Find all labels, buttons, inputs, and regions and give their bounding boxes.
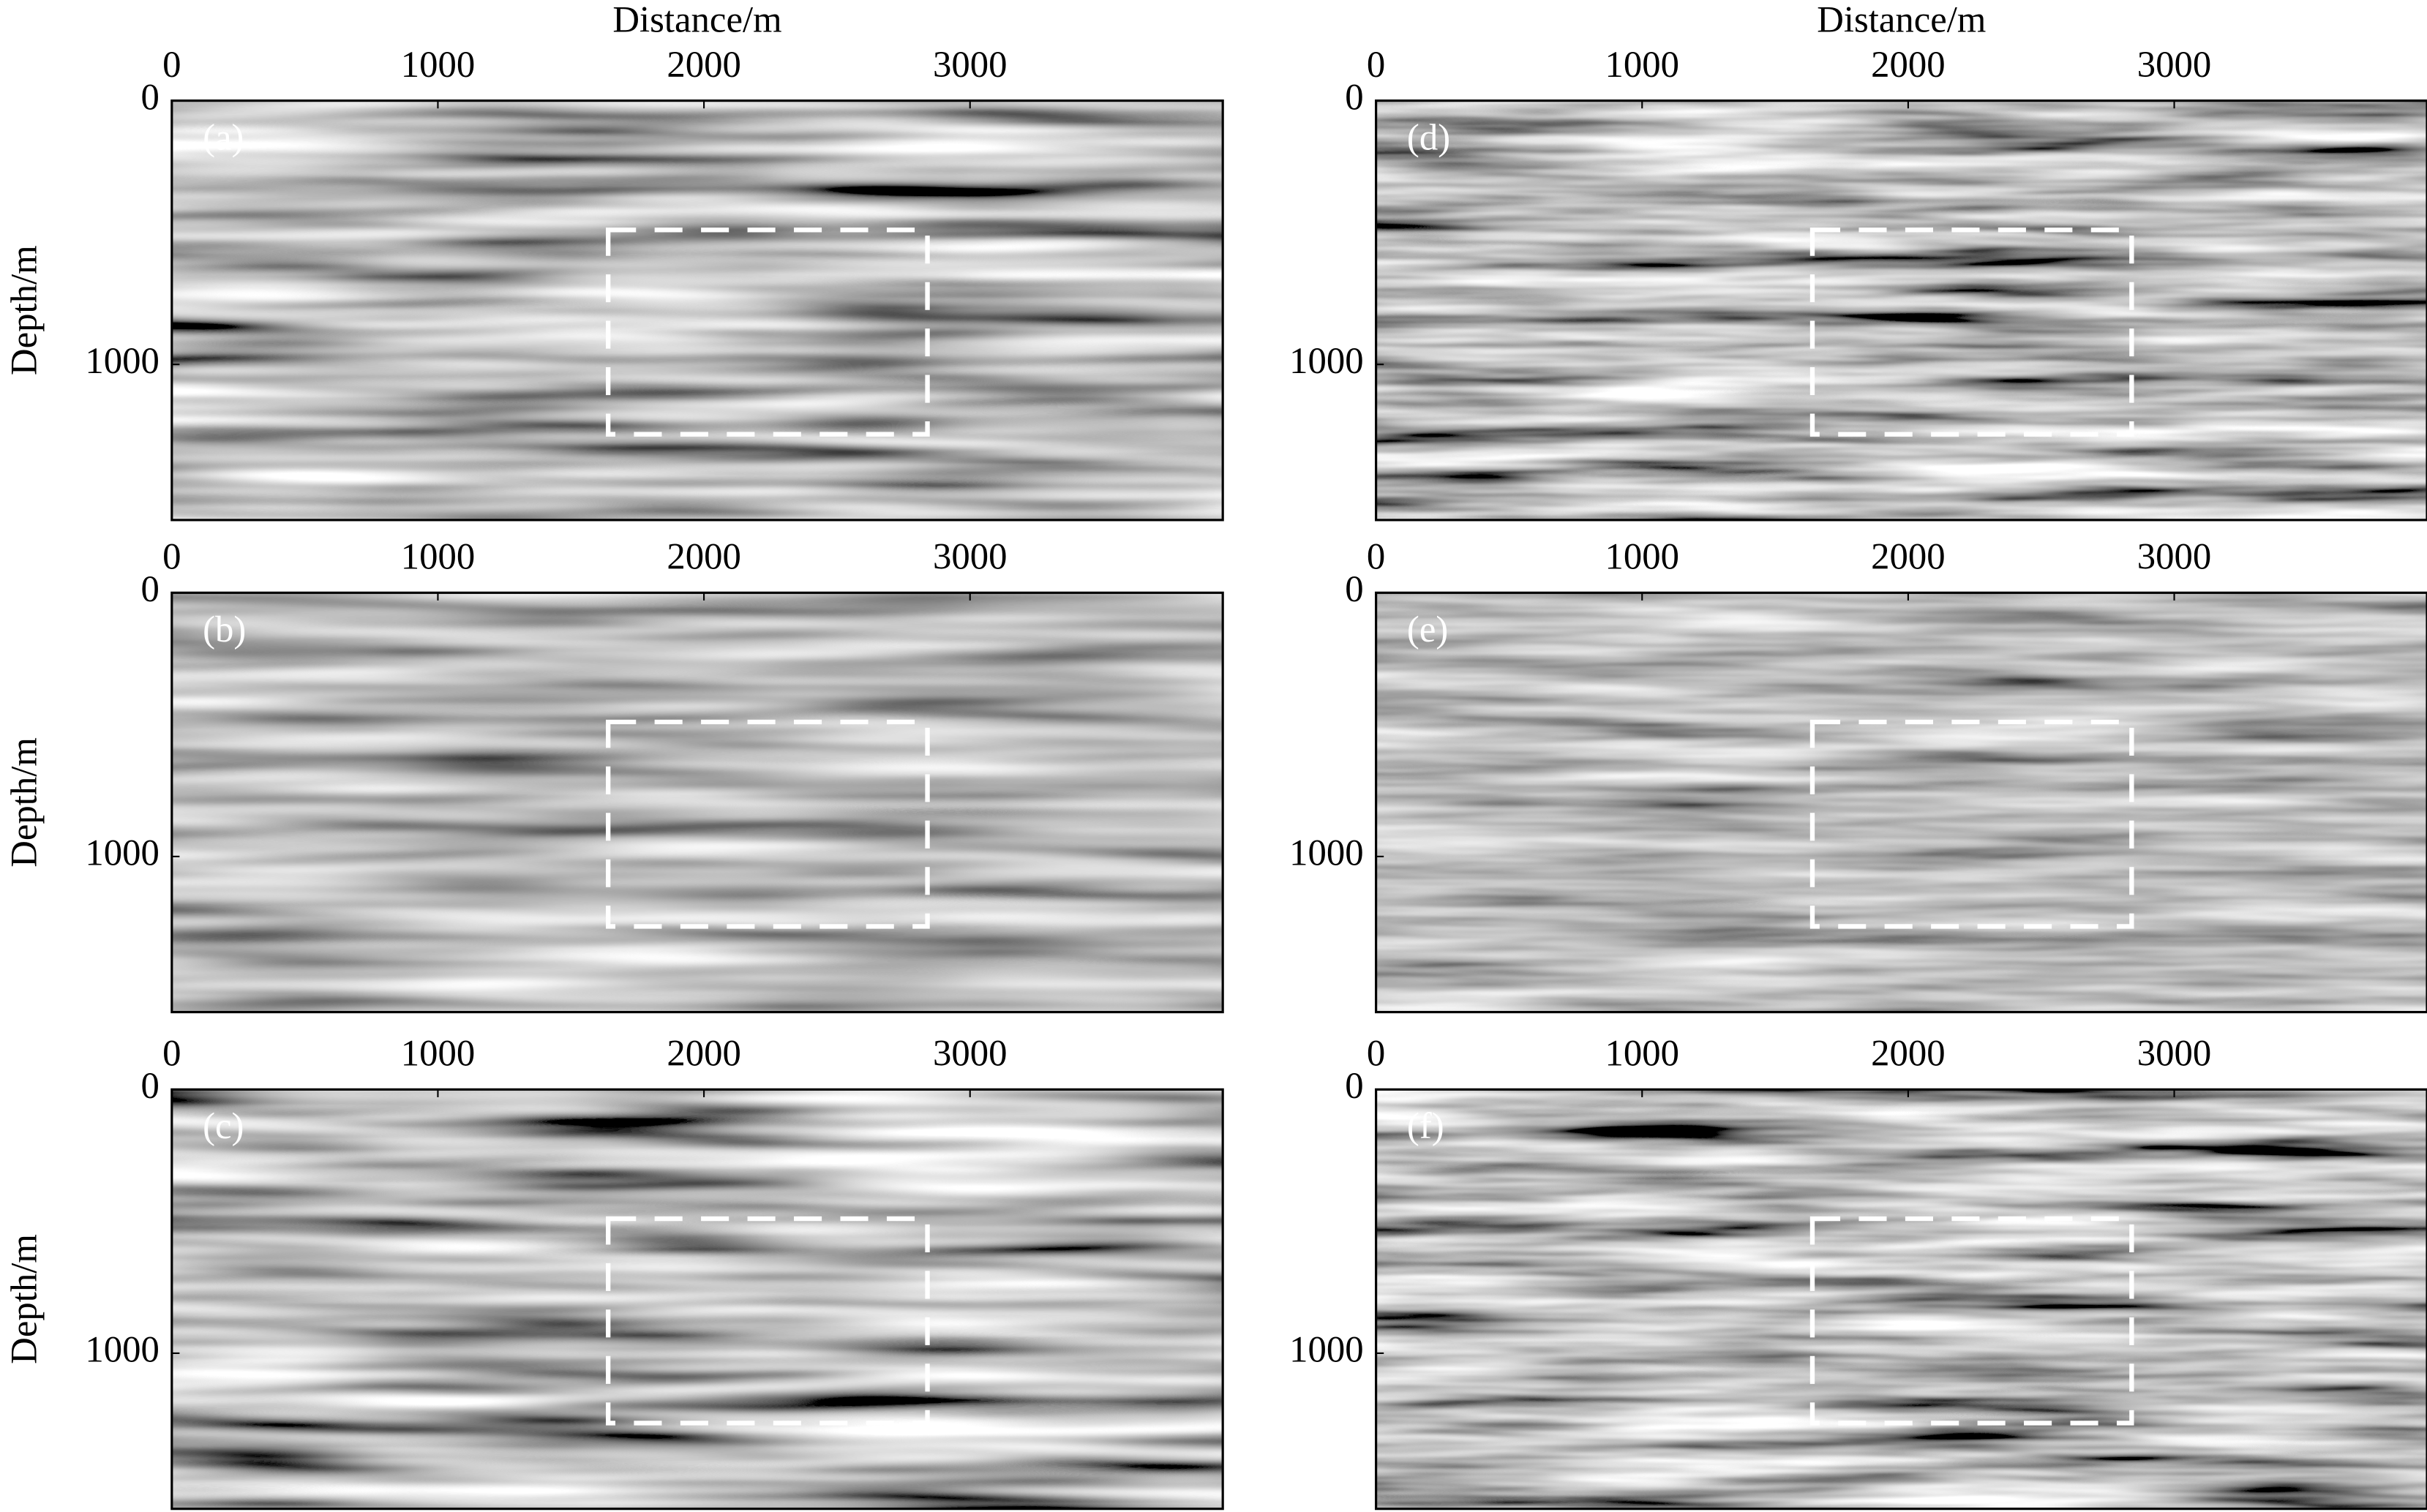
y-axis-label: Depth/m: [4, 245, 45, 375]
x-tick-label: 2000: [667, 1033, 741, 1074]
panel-label: (c): [203, 1105, 244, 1146]
seismic-image: [1376, 1089, 2427, 1509]
x-tick-label: 0: [1367, 1033, 1385, 1074]
x-tick-label: 1000: [401, 44, 476, 85]
y-tick-label: 0: [140, 1065, 159, 1106]
highlight-box: [606, 1216, 930, 1426]
y-tick-label: 0: [1345, 76, 1363, 117]
seismic-image: [171, 593, 1223, 1012]
x-tick-label: 0: [162, 44, 181, 85]
y-tick-label: 1000: [1289, 832, 1364, 873]
y-tick-label: 0: [1345, 1065, 1363, 1106]
x-tick-label: 3000: [933, 44, 1008, 85]
y-tick-label: 1000: [85, 340, 160, 381]
y-axis-label: Depth/m: [4, 737, 45, 868]
seismic-image: [1376, 100, 2427, 520]
plot-frame: [1375, 591, 2427, 1014]
panel-label: (b): [203, 609, 246, 650]
x-tick-label: 0: [1367, 44, 1385, 85]
highlight-box: [1809, 719, 2134, 929]
x-tick-label: 1000: [401, 1033, 476, 1074]
x-tick-label: 0: [1367, 536, 1385, 577]
highlight-box: [606, 227, 930, 437]
x-tick-label: 0: [162, 536, 181, 577]
x-tick-label: 1000: [1605, 1033, 1679, 1074]
x-tick-label: 2000: [667, 536, 741, 577]
y-tick-label: 0: [140, 76, 159, 117]
x-tick-label: 3000: [933, 1033, 1008, 1074]
x-axis-label: Distance/m: [1817, 0, 1986, 40]
x-axis-label: Distance/m: [612, 0, 781, 40]
plot-frame: [170, 591, 1224, 1014]
seismic-image: [171, 1089, 1223, 1509]
panel-label: (a): [203, 116, 244, 157]
x-tick-label: 3000: [2137, 1033, 2212, 1074]
y-tick-label: 1000: [85, 832, 160, 873]
x-tick-label: 1000: [1605, 44, 1679, 85]
panel-label: (f): [1407, 1105, 1444, 1146]
y-tick-label: 0: [1345, 568, 1363, 609]
y-tick-label: 1000: [1289, 1329, 1364, 1370]
x-tick-label: 2000: [1871, 1033, 1946, 1074]
plot-frame: [170, 99, 1224, 522]
highlight-box: [1809, 227, 2134, 437]
highlight-box: [606, 719, 930, 929]
x-tick-label: 2000: [667, 44, 741, 85]
y-axis-label: Depth/m: [4, 1234, 45, 1364]
x-tick-label: 3000: [2137, 44, 2212, 85]
seismic-image: [1376, 593, 2427, 1012]
x-tick-label: 2000: [1871, 44, 1946, 85]
x-tick-label: 3000: [933, 536, 1008, 577]
highlight-box: [1809, 1216, 2134, 1426]
panel-label: (e): [1407, 609, 1448, 650]
plot-frame: [1375, 1088, 2427, 1511]
x-tick-label: 0: [162, 1033, 181, 1074]
x-tick-label: 3000: [2137, 536, 2212, 577]
y-tick-label: 1000: [1289, 340, 1364, 381]
y-tick-label: 1000: [85, 1329, 160, 1370]
panel-label: (d): [1407, 116, 1450, 157]
y-tick-label: 0: [140, 568, 159, 609]
x-tick-label: 1000: [1605, 536, 1679, 577]
seismic-image: [171, 100, 1223, 520]
plot-frame: [170, 1088, 1224, 1511]
x-tick-label: 2000: [1871, 536, 1946, 577]
x-tick-label: 1000: [401, 536, 476, 577]
plot-frame: [1375, 99, 2427, 522]
